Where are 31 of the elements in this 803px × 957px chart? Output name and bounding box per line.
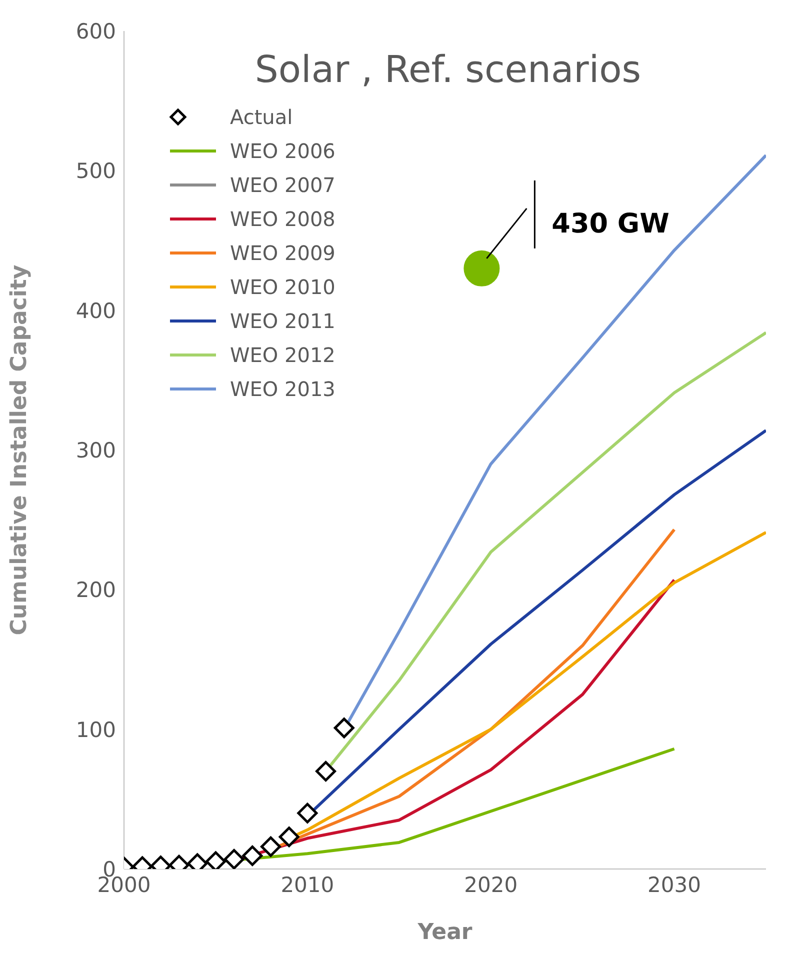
y-tick-label: 200 [76,578,116,602]
y-tick-label: 100 [76,718,116,742]
legend-label: WEO 2011 [230,309,336,333]
y-tick-label: 600 [76,19,116,44]
text: Solar , Ref. scenarios [254,48,642,91]
legend-label: Actual [230,105,293,129]
legend-label: WEO 2006 [230,139,336,163]
y-tick-label: 500 [76,159,116,184]
y-axis-title: Cumulative Installed Capacity [6,264,32,636]
point [464,250,500,286]
point [260,836,281,857]
x-tick-label: 2030 [648,872,702,897]
legend-label: WEO 2013 [230,377,336,401]
legend-label: WEO 2012 [230,343,336,367]
legend-label: WEO 2010 [230,275,336,299]
point [278,826,300,848]
point [205,851,226,869]
legend-label: WEO 2007 [230,173,336,197]
point [297,802,318,824]
x-tick-label: 2020 [464,872,518,897]
y-tick-label: 400 [76,298,116,323]
x-tick-label: 2010 [280,872,334,897]
y-tick-label: 300 [76,438,116,462]
legend-label: WEO 2008 [230,207,336,231]
x-axis-title: Year [416,920,472,945]
legend-label: WEO 2009 [230,241,336,265]
point [334,718,354,738]
point [242,845,263,866]
point [224,848,244,869]
point [316,760,336,782]
annotation: 430 GW [552,208,670,240]
